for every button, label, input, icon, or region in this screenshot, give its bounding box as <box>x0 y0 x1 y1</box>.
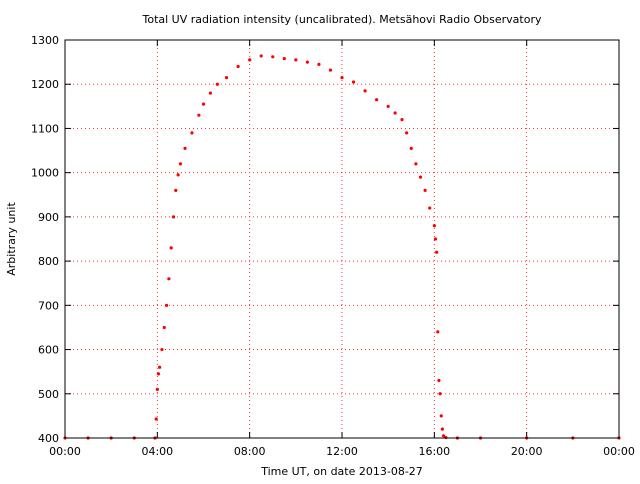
data-point <box>215 82 219 86</box>
data-point <box>169 246 173 250</box>
data-point <box>393 111 397 115</box>
x-tick-label: 20:00 <box>511 445 543 458</box>
data-point <box>208 91 213 95</box>
data-point <box>317 62 321 66</box>
y-tick-label: 1200 <box>31 78 59 91</box>
y-tick-label: 1000 <box>31 167 59 180</box>
data-point <box>224 75 229 80</box>
data-point <box>154 417 158 421</box>
x-tick-label: 16:00 <box>418 445 450 458</box>
data-point <box>351 80 356 84</box>
x-axis-label: Time UT, on date 2013-08-27 <box>260 465 423 478</box>
data-point <box>155 387 159 391</box>
data-point <box>294 58 298 62</box>
data-point <box>176 173 180 177</box>
data-point <box>171 215 176 219</box>
data-point <box>423 188 427 192</box>
data-point <box>409 146 413 150</box>
data-point <box>435 250 439 254</box>
data-point <box>178 162 183 166</box>
data-point <box>236 64 240 69</box>
data-point <box>162 325 166 330</box>
data-point <box>441 434 446 438</box>
data-point <box>167 277 171 281</box>
data-point <box>190 131 194 135</box>
data-point <box>282 56 286 61</box>
y-tick-label: 1300 <box>31 34 59 47</box>
data-point <box>183 146 187 150</box>
data-point <box>437 378 441 383</box>
data-point <box>164 303 169 307</box>
data-point <box>305 60 309 64</box>
y-tick-label: 500 <box>38 388 59 401</box>
data-point <box>433 237 438 241</box>
data-point <box>248 58 252 62</box>
grid <box>65 40 619 438</box>
data-point <box>156 372 161 376</box>
y-axis-label: Arbitrary unit <box>5 202 18 276</box>
data-point <box>201 102 206 106</box>
data-point <box>259 54 263 58</box>
data-point <box>174 188 178 192</box>
axis-ticks: 00:00 04:00 08:00 12:00 16:00 20:00 00:0040050… <box>31 34 635 458</box>
y-tick-label: 800 <box>38 255 59 268</box>
data-point <box>418 175 423 179</box>
plot-frame <box>64 39 620 439</box>
data-point <box>400 118 404 122</box>
data-point <box>328 68 333 72</box>
data-point <box>160 347 164 352</box>
data-point <box>436 330 440 334</box>
y-tick-label: 600 <box>38 344 59 357</box>
data-point <box>414 162 418 166</box>
y-tick-label: 700 <box>38 299 59 312</box>
data-point <box>340 75 344 80</box>
y-tick-label: 900 <box>38 211 59 224</box>
data-point <box>438 392 442 396</box>
data-point <box>432 224 436 228</box>
data-point <box>440 427 445 431</box>
data-point <box>158 365 162 369</box>
x-tick-label: 12:00 <box>326 445 358 458</box>
x-tick-label: 00:00 <box>603 445 635 458</box>
x-tick-label: 00:00 <box>49 445 81 458</box>
data-point <box>363 89 367 93</box>
data-point <box>197 113 201 117</box>
data-point <box>439 414 443 418</box>
x-tick-label: 04:00 <box>141 445 173 458</box>
y-tick-label: 1100 <box>31 122 59 135</box>
data-point <box>428 206 432 210</box>
y-tick-label: 400 <box>38 432 59 445</box>
x-tick-label: 08:00 <box>234 445 266 458</box>
data-point <box>405 131 409 135</box>
data-point <box>386 104 390 108</box>
data-point <box>375 98 379 102</box>
data-point <box>271 55 275 59</box>
chart-title: Total UV radiation intensity (uncalibrat… <box>142 13 542 26</box>
